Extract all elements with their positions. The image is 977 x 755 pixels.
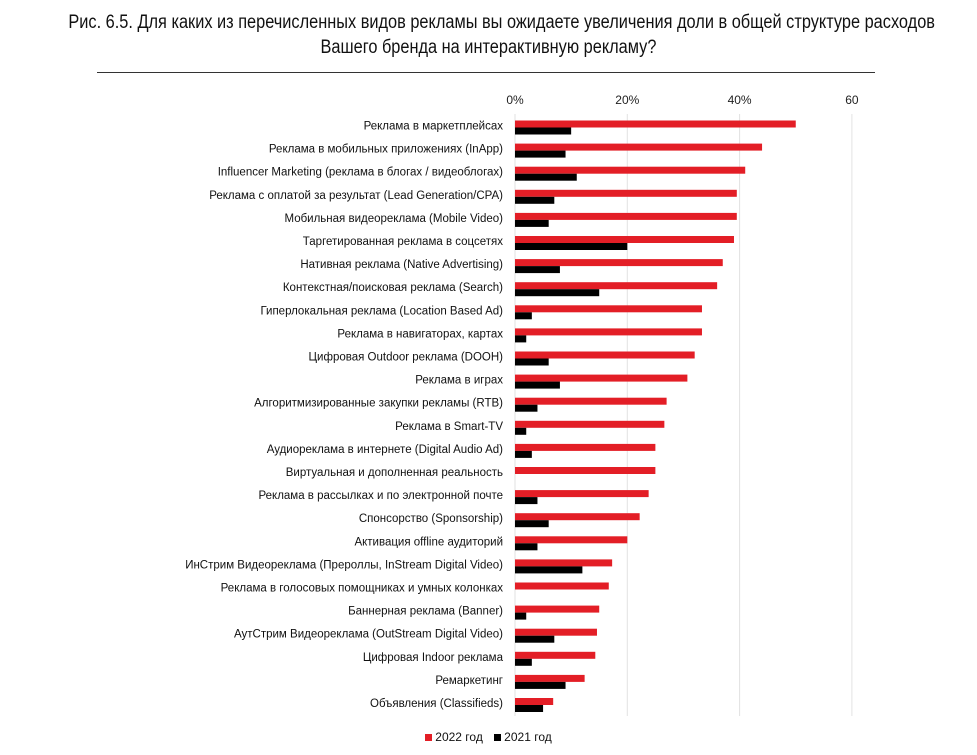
- bar-2022: [515, 212, 737, 220]
- category-label: Гиперлокальная реклама (Location Based A…: [260, 305, 503, 317]
- legend: 2022 год 2021 год: [0, 730, 977, 744]
- legend-label-2022: 2022 год: [435, 730, 483, 744]
- bar-2021: [515, 312, 532, 320]
- bar-2021: [515, 381, 560, 389]
- bar-2021: [515, 150, 566, 158]
- bar-2021: [515, 705, 544, 712]
- bar-2022: [515, 305, 702, 313]
- category-label: Мобильная видеореклама (Mobile Video): [284, 213, 503, 225]
- bar-2022: [515, 559, 613, 567]
- category-label: Спонсорство (Sponsorship): [359, 513, 503, 525]
- bar-2021: [515, 404, 538, 412]
- bar-2021: [515, 543, 538, 551]
- legend-swatch-2021: [494, 734, 502, 741]
- bar-2022: [515, 490, 649, 498]
- category-label: Нативная реклама (Native Advertising): [300, 259, 503, 271]
- bar-2022: [515, 536, 628, 544]
- bar-2021: [515, 681, 566, 689]
- category-label: Реклама в голосовых помощниках и умных к…: [221, 583, 504, 595]
- category-label: Контекстная/поисковая реклама (Search): [283, 282, 503, 294]
- bar-2021: [515, 427, 527, 435]
- bar-2021: [515, 358, 549, 366]
- bar-2022: [515, 351, 695, 359]
- category-label: Реклама в навигаторах, картах: [337, 328, 503, 340]
- legend-item-2021: 2021 год: [494, 730, 552, 744]
- category-label: Аудиореклама в интернете (Digital Audio …: [267, 444, 503, 456]
- bar-2021: [515, 219, 549, 227]
- title-divider: [97, 72, 875, 73]
- bar-2022: [515, 513, 640, 521]
- category-label: АутСтрим Видеореклама (OutStream Digital…: [234, 629, 503, 641]
- category-label: ИнСтрим Видеореклама (Прероллы, InStream…: [185, 559, 503, 571]
- bar-2021: [515, 612, 527, 620]
- bar-2022: [515, 189, 737, 197]
- bar-2022: [515, 674, 585, 682]
- legend-label-2021: 2021 год: [504, 730, 552, 744]
- category-label: Ремаркетинг: [435, 675, 503, 687]
- bar-2022: [515, 120, 796, 128]
- bar-2021: [515, 497, 538, 505]
- category-label: Реклама в маркетплейсах: [364, 121, 504, 133]
- chart-title: Рис. 6.5. Для каких из перечисленных вид…: [68, 10, 935, 60]
- bar-2021: [515, 196, 555, 204]
- category-label: Реклама в играх: [415, 375, 503, 387]
- bar-2022: [515, 582, 609, 590]
- bar-2021: [515, 520, 549, 528]
- category-label: Активация offline аудиторий: [354, 536, 503, 548]
- bar-2022: [515, 420, 665, 428]
- category-label: Таргетированная реклама в соцсетях: [303, 236, 503, 248]
- x-tick-label: 0%: [506, 93, 524, 107]
- bar-2022: [515, 374, 688, 382]
- bar-2022: [515, 651, 596, 659]
- bar-2022: [515, 628, 597, 636]
- chart-title-line-1: Рис. 6.5. Для каких из перечисленных вид…: [68, 12, 935, 33]
- x-tick-label: 60: [845, 93, 859, 107]
- bar-2022: [515, 443, 656, 451]
- category-label: Реклама в рассылках и по электронной поч…: [258, 490, 503, 502]
- bar-2021: [515, 243, 628, 250]
- category-label: Реклама в Smart-TV: [395, 421, 503, 433]
- x-tick-label: 40%: [728, 93, 752, 107]
- bar-2021: [515, 127, 572, 135]
- category-label: Виртуальная и дополненная реальность: [286, 467, 503, 479]
- legend-item-2022: 2022 год: [425, 730, 483, 744]
- bar-2021: [515, 450, 532, 458]
- bar-2022: [515, 282, 718, 290]
- bar-2021: [515, 658, 532, 666]
- bar-2022: [515, 236, 734, 243]
- category-label: Цифровая Outdoor реклама (DOOH): [309, 352, 504, 364]
- category-label: Объявления (Classifieds): [370, 698, 503, 710]
- category-label: Реклама в мобильных приложениях (InApp): [269, 144, 503, 156]
- bar-2022: [515, 259, 723, 267]
- category-label: Баннерная реклама (Banner): [348, 606, 503, 618]
- chart-title-line-2: Вашего бренда на интерактивную рекламу?: [320, 37, 657, 58]
- bar-2021: [515, 566, 583, 574]
- category-label: Реклама с оплатой за результат (Lead Gen…: [209, 190, 503, 202]
- category-label: Алгоритмизированные закупки рекламы (RTB…: [254, 398, 503, 410]
- bar-2021: [515, 335, 527, 343]
- bar-2021: [515, 266, 560, 274]
- bar-2021: [515, 173, 577, 181]
- bar-2022: [515, 605, 600, 613]
- legend-swatch-2022: [425, 734, 433, 741]
- bar-2021: [515, 289, 600, 297]
- bar-2022: [515, 328, 702, 336]
- bar-2022: [515, 467, 656, 474]
- category-label: Influencer Marketing (реклама в блогах /…: [218, 167, 503, 179]
- bar-2022: [515, 397, 667, 405]
- category-label: Цифровая Indoor реклама: [363, 652, 504, 664]
- bar-2022: [515, 143, 763, 151]
- bar-2022: [515, 698, 554, 705]
- bar-2022: [515, 166, 746, 174]
- bar-2021: [515, 635, 555, 643]
- x-tick-label: 20%: [615, 93, 639, 107]
